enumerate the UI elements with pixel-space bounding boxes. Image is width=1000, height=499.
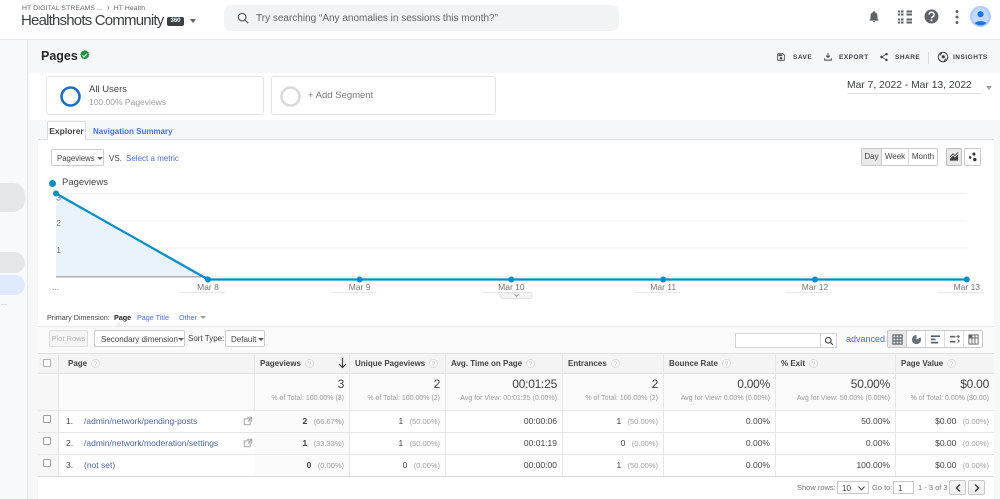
svg-text:Mar 10: Mar 10 [498,282,525,292]
svg-text:Mar 8: Mar 8 [197,282,219,292]
svg-text:...: ... [52,282,59,292]
svg-text:Mar 13: Mar 13 [954,282,981,292]
svg-text:1: 1 [56,245,61,255]
svg-text:2: 2 [56,218,61,228]
svg-text:3: 3 [56,193,61,203]
svg-text:Mar 11: Mar 11 [650,282,676,292]
svg-text:Mar 9: Mar 9 [349,282,371,292]
svg-text:Mar 12: Mar 12 [802,282,829,292]
